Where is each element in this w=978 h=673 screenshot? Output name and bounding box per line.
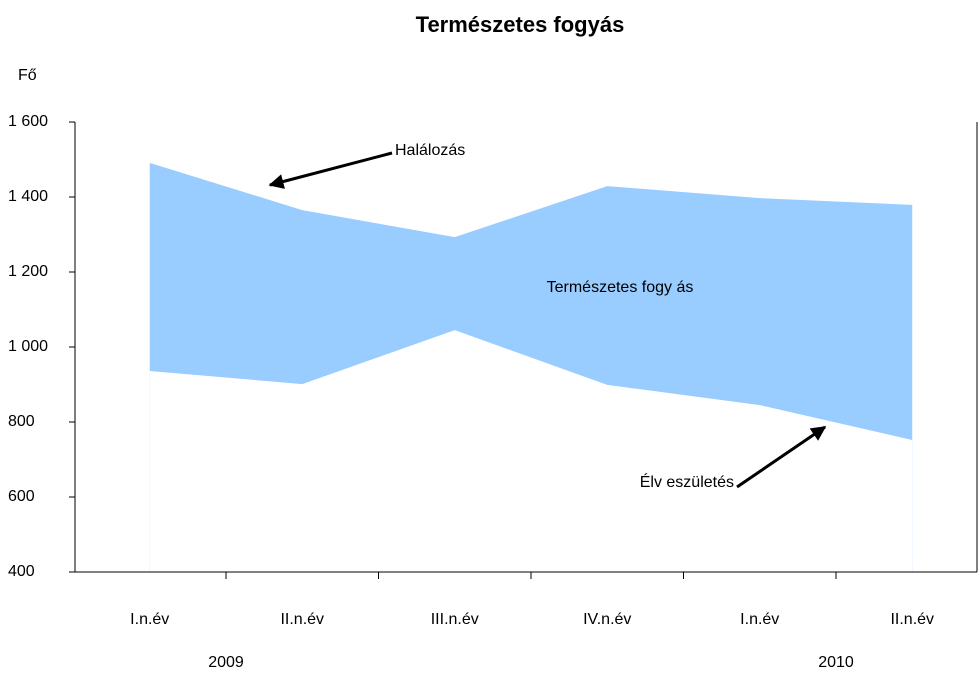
- x-tick-label: I.n.év: [740, 611, 779, 628]
- x-tick-label: IV.n.év: [583, 611, 631, 628]
- area: [149, 330, 913, 572]
- y-tick-label: 1 200: [8, 263, 48, 280]
- arrow: [736, 425, 827, 489]
- x-tick-label: I.n.év: [130, 611, 169, 628]
- y-tick-label: 400: [8, 563, 35, 580]
- y-tick-label: 1 000: [8, 338, 48, 355]
- y-tick-label: 600: [8, 488, 35, 505]
- annotation: Élv eszületés: [640, 472, 734, 491]
- y-axis-label: Fő: [18, 67, 37, 84]
- group-label: 2009: [208, 654, 244, 671]
- y-tick-label: 1 400: [8, 188, 48, 205]
- y-tick-label: 800: [8, 413, 35, 430]
- arrow: [268, 151, 393, 189]
- annotation: Halálozás: [395, 142, 465, 159]
- x-tick-label: II.n.év: [890, 611, 934, 628]
- group-label: 2010: [818, 654, 854, 671]
- y-tick-label: 1 600: [8, 113, 48, 130]
- x-tick-label: II.n.év: [280, 611, 324, 628]
- x-tick-label: III.n.év: [431, 611, 479, 628]
- annotation: Természetes fogy ás: [547, 279, 694, 296]
- chart-title: Természetes fogyás: [416, 12, 625, 37]
